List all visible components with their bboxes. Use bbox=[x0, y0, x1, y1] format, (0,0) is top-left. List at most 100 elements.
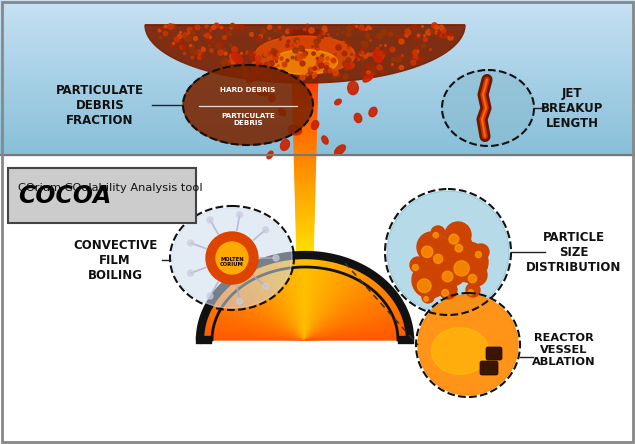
Circle shape bbox=[188, 240, 194, 246]
Bar bbox=[0, 64, 635, 66]
Polygon shape bbox=[292, 82, 318, 84]
Circle shape bbox=[434, 254, 443, 263]
Polygon shape bbox=[293, 84, 318, 86]
Polygon shape bbox=[222, 285, 305, 340]
Polygon shape bbox=[293, 118, 317, 120]
Text: MOLTEN
CORIUM: MOLTEN CORIUM bbox=[220, 257, 244, 267]
Polygon shape bbox=[201, 327, 305, 340]
Circle shape bbox=[454, 261, 469, 276]
Bar bbox=[0, 119, 635, 121]
Polygon shape bbox=[305, 255, 309, 340]
Polygon shape bbox=[293, 111, 317, 113]
Bar bbox=[0, 20, 635, 21]
Polygon shape bbox=[297, 237, 314, 239]
Ellipse shape bbox=[255, 36, 355, 74]
Bar bbox=[0, 127, 635, 128]
Polygon shape bbox=[305, 258, 337, 340]
Polygon shape bbox=[291, 30, 319, 32]
Polygon shape bbox=[228, 280, 305, 340]
Polygon shape bbox=[250, 266, 305, 340]
Polygon shape bbox=[246, 268, 305, 340]
Ellipse shape bbox=[354, 113, 362, 123]
Polygon shape bbox=[291, 57, 318, 59]
Polygon shape bbox=[208, 305, 305, 340]
Bar bbox=[0, 114, 635, 115]
Polygon shape bbox=[305, 301, 400, 340]
Polygon shape bbox=[305, 256, 326, 340]
Polygon shape bbox=[305, 264, 356, 340]
Polygon shape bbox=[305, 337, 410, 340]
Circle shape bbox=[442, 289, 448, 296]
Bar bbox=[0, 94, 635, 96]
Circle shape bbox=[445, 222, 471, 248]
Bar bbox=[0, 103, 635, 105]
Polygon shape bbox=[295, 194, 314, 197]
Ellipse shape bbox=[369, 107, 377, 117]
Bar bbox=[0, 72, 635, 74]
Polygon shape bbox=[293, 127, 316, 129]
Polygon shape bbox=[305, 275, 377, 340]
Bar bbox=[0, 102, 635, 104]
Polygon shape bbox=[295, 156, 316, 158]
Polygon shape bbox=[237, 273, 305, 340]
Polygon shape bbox=[291, 59, 318, 62]
Polygon shape bbox=[295, 187, 315, 190]
Polygon shape bbox=[296, 210, 314, 212]
Polygon shape bbox=[297, 242, 313, 244]
Polygon shape bbox=[293, 91, 318, 93]
Polygon shape bbox=[292, 75, 318, 77]
Circle shape bbox=[439, 281, 457, 299]
Polygon shape bbox=[293, 109, 317, 111]
Polygon shape bbox=[296, 203, 314, 206]
Bar bbox=[0, 3, 635, 4]
Bar bbox=[0, 138, 635, 140]
Polygon shape bbox=[296, 212, 314, 214]
Bar bbox=[0, 143, 635, 145]
Polygon shape bbox=[231, 278, 305, 340]
Ellipse shape bbox=[373, 49, 383, 63]
Polygon shape bbox=[293, 95, 318, 98]
Polygon shape bbox=[291, 46, 319, 48]
Polygon shape bbox=[295, 172, 315, 174]
Circle shape bbox=[424, 297, 429, 301]
Bar bbox=[0, 22, 635, 24]
Polygon shape bbox=[293, 86, 318, 88]
Bar bbox=[0, 147, 635, 149]
Bar bbox=[0, 89, 635, 91]
Polygon shape bbox=[234, 275, 305, 340]
Bar bbox=[0, 85, 635, 87]
Ellipse shape bbox=[348, 81, 358, 95]
Bar bbox=[0, 99, 635, 101]
Bar bbox=[0, 36, 635, 38]
Bar bbox=[0, 13, 635, 15]
Polygon shape bbox=[305, 308, 403, 340]
Text: PARTICLE
SIZE
DISTRIBUTION: PARTICLE SIZE DISTRIBUTION bbox=[526, 230, 622, 274]
Polygon shape bbox=[305, 257, 330, 340]
Bar bbox=[0, 59, 635, 61]
Polygon shape bbox=[295, 165, 316, 167]
Polygon shape bbox=[297, 255, 305, 340]
Bar bbox=[0, 155, 635, 444]
Bar bbox=[0, 35, 635, 37]
Bar bbox=[0, 120, 635, 122]
Ellipse shape bbox=[231, 52, 243, 63]
Text: CONVECTIVE
FILM
BOILING: CONVECTIVE FILM BOILING bbox=[73, 238, 157, 281]
Bar bbox=[0, 128, 635, 130]
Bar bbox=[0, 110, 635, 111]
Polygon shape bbox=[295, 160, 316, 163]
Bar bbox=[0, 70, 635, 71]
Bar bbox=[0, 108, 635, 110]
Polygon shape bbox=[265, 260, 305, 340]
Polygon shape bbox=[269, 259, 305, 340]
Bar bbox=[0, 154, 635, 155]
Polygon shape bbox=[297, 248, 313, 250]
Bar bbox=[0, 124, 635, 126]
Polygon shape bbox=[291, 52, 318, 55]
Circle shape bbox=[263, 283, 269, 289]
Polygon shape bbox=[200, 333, 305, 340]
Circle shape bbox=[188, 270, 194, 276]
Circle shape bbox=[431, 226, 445, 240]
Polygon shape bbox=[296, 223, 314, 226]
Bar bbox=[0, 40, 635, 42]
Ellipse shape bbox=[247, 73, 257, 83]
